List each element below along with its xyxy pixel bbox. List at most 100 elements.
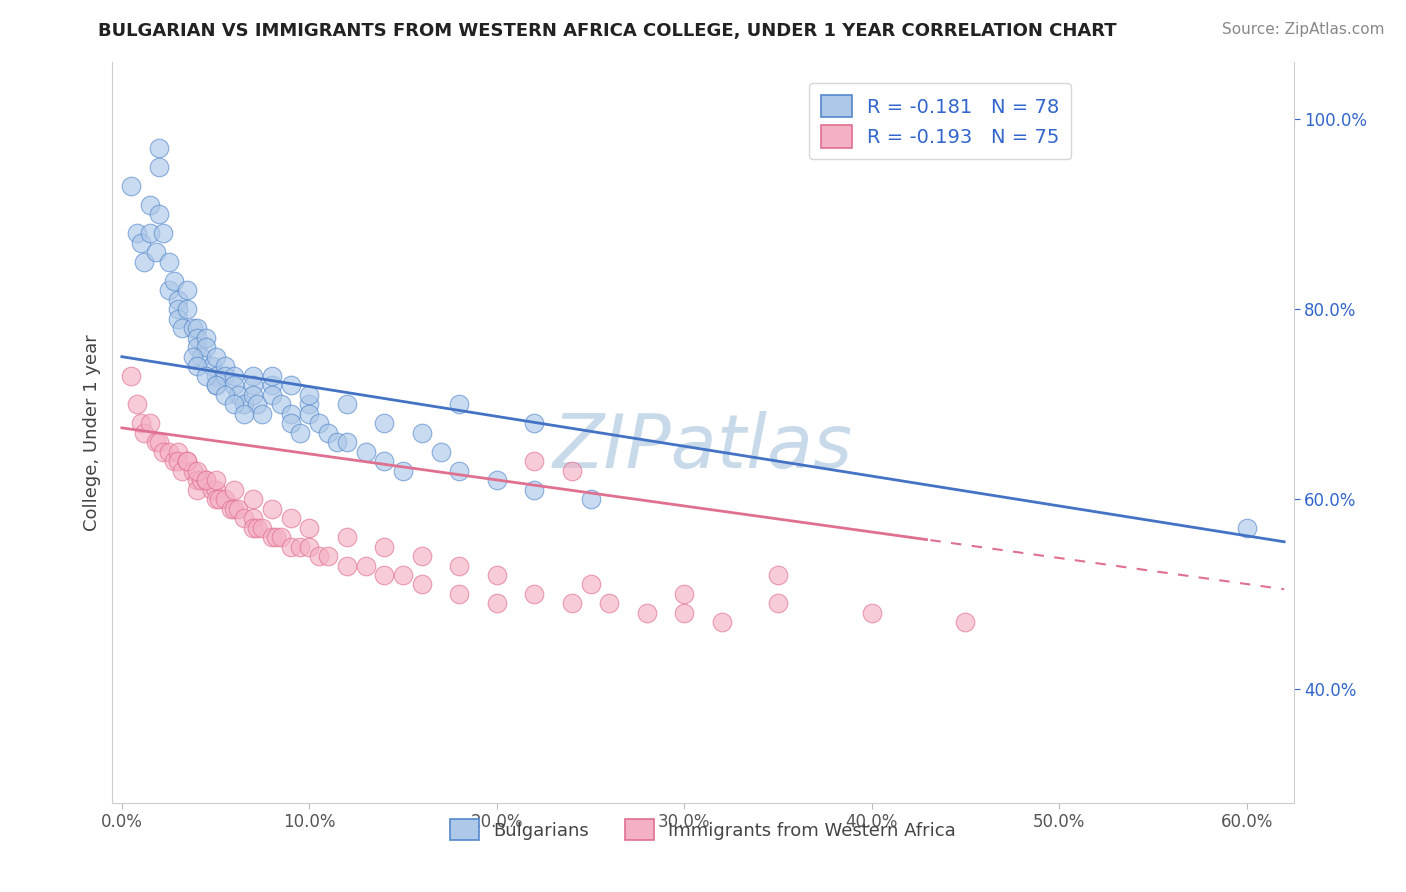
Point [336,558,359,573]
Point [214,368,236,383]
Point [392,464,415,478]
Point [252,407,274,421]
Point [260,387,283,401]
Point [242,368,264,383]
Point [411,549,433,563]
Point [579,491,602,506]
Point [204,350,226,364]
Point [280,416,302,430]
Point [204,491,226,506]
Point [710,615,733,630]
Point [195,368,218,383]
Point [157,283,180,297]
Point [280,511,302,525]
Point [167,444,190,458]
Point [181,350,204,364]
Point [298,520,321,534]
Point [449,558,471,573]
Point [201,359,224,374]
Point [226,501,249,516]
Point [224,483,246,497]
Point [373,540,395,554]
Point [139,198,162,212]
Point [316,549,339,563]
Point [280,378,302,392]
Point [208,491,231,506]
Point [176,454,198,468]
Point [766,597,789,611]
Point [260,368,283,383]
Point [148,435,170,450]
Point [186,464,208,478]
Point [411,425,433,440]
Point [181,321,204,335]
Text: ZIPatlas: ZIPatlas [553,411,853,483]
Text: Source: ZipAtlas.com: Source: ZipAtlas.com [1222,22,1385,37]
Point [242,378,264,392]
Point [636,606,658,620]
Point [270,397,292,411]
Y-axis label: College, Under 1 year: College, Under 1 year [83,334,101,531]
Point [167,311,190,326]
Point [190,350,212,364]
Point [176,454,198,468]
Point [139,227,162,241]
Point [336,397,359,411]
Point [336,435,359,450]
Point [129,235,152,250]
Point [308,416,330,430]
Point [163,274,186,288]
Point [373,416,395,430]
Point [260,501,283,516]
Point [766,568,789,582]
Text: BULGARIAN VS IMMIGRANTS FROM WESTERN AFRICA COLLEGE, UNDER 1 YEAR CORRELATION CH: BULGARIAN VS IMMIGRANTS FROM WESTERN AFR… [98,22,1116,40]
Point [190,473,212,487]
Point [129,416,152,430]
Point [120,368,142,383]
Point [288,540,311,554]
Point [148,207,170,221]
Point [242,387,264,401]
Point [163,454,186,468]
Point [186,331,208,345]
Point [673,587,696,601]
Point [523,587,546,601]
Point [181,464,204,478]
Point [204,483,226,497]
Point [242,520,264,534]
Point [204,378,226,392]
Point [280,540,302,554]
Point [134,254,156,268]
Point [298,397,321,411]
Point [326,435,349,450]
Point [224,368,246,383]
Point [157,254,180,268]
Point [449,464,471,478]
Point [485,597,508,611]
Point [485,568,508,582]
Point [579,577,602,591]
Point [186,473,208,487]
Point [176,302,198,317]
Point [270,530,292,544]
Point [152,227,174,241]
Point [195,473,218,487]
Point [242,491,264,506]
Point [226,387,249,401]
Point [485,473,508,487]
Point [449,587,471,601]
Point [152,444,174,458]
Point [298,407,321,421]
Point [170,464,193,478]
Point [134,425,156,440]
Point [186,340,208,354]
Point [523,416,546,430]
Point [224,378,246,392]
Legend: Bulgarians, Immigrants from Western Africa: Bulgarians, Immigrants from Western Afri… [441,811,965,849]
Point [214,491,236,506]
Point [316,425,339,440]
Point [252,520,274,534]
Point [449,397,471,411]
Point [298,540,321,554]
Point [195,473,218,487]
